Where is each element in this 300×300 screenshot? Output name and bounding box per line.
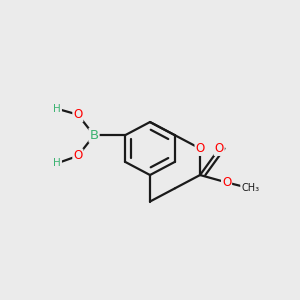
Text: O: O (195, 142, 205, 155)
Text: O: O (222, 176, 231, 189)
Text: O: O (73, 108, 83, 121)
Text: B: B (89, 129, 99, 142)
Text: H: H (53, 104, 61, 114)
Text: CH₃: CH₃ (241, 183, 259, 193)
Text: O: O (73, 149, 83, 162)
Text: O: O (214, 142, 224, 155)
Text: H: H (53, 158, 61, 168)
